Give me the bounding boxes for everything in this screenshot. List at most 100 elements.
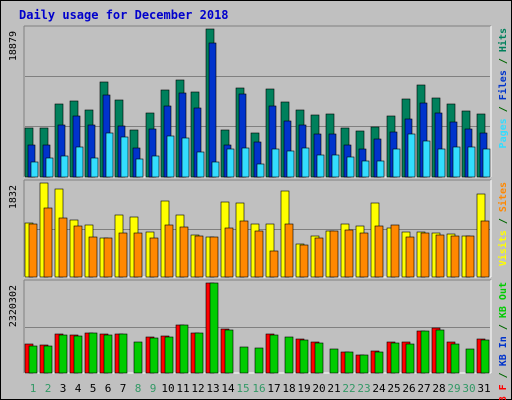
kbin-kbout-bar-kb-out-17 (269, 334, 279, 374)
hits-files-pages-legend-label: Pages / Files / Hits (497, 28, 509, 148)
hits-files-pages-bar-pages-25 (392, 148, 401, 178)
day-label-11: 11 (176, 382, 189, 395)
visits-sites-bar-sites-13 (209, 236, 219, 278)
kbin-kbout-bar-kb-out-28 (435, 329, 445, 374)
kbin-kbout-bar-kb-out-8 (133, 341, 143, 374)
visits-sites-bar-sites-6 (103, 237, 113, 278)
visits-sites-bar-sites-10 (164, 224, 174, 278)
kbin-kbout-bar-kb-out-12 (194, 332, 204, 374)
kbin-kbout-bar-kb-out-29 (450, 343, 460, 374)
day-label-25: 25 (387, 382, 400, 395)
day-label-9: 9 (150, 382, 157, 395)
hits-files-pages-legend-part-1: / (498, 100, 509, 118)
visits-sites-bar-sites-28 (435, 234, 445, 278)
visits-sites-bar-sites-15 (239, 220, 249, 278)
visits-sites-legend-part-1: / (498, 212, 509, 230)
visits-sites-bar-sites-31 (480, 220, 490, 278)
kbin-kbout-bar-kb-out-31 (480, 339, 490, 374)
visits-sites-bar-sites-22 (344, 229, 354, 278)
day-label-4: 4 (75, 382, 82, 395)
day-label-26: 26 (402, 382, 415, 395)
visits-sites-legend-part-0: Visits (497, 230, 509, 266)
day-label-13: 13 (206, 382, 219, 395)
hits-files-pages-bar-pages-15 (241, 147, 250, 178)
hits-files-pages-bar-pages-24 (376, 160, 385, 178)
hits-files-pages-bar-pages-14 (226, 148, 235, 178)
hits-files-pages-bar-pages-21 (331, 154, 340, 178)
kbin-kbout-bar-kb-out-21 (329, 348, 339, 374)
visits-sites-bar-sites-18 (284, 223, 294, 278)
visits-sites-legend-label: Visits / Sites (497, 182, 509, 266)
day-label-2: 2 (45, 382, 52, 395)
kbin-kbout-bar-kb-out-2 (43, 345, 53, 374)
day-label-22: 22 (342, 382, 355, 395)
hits-files-pages-bar-pages-19 (301, 147, 310, 178)
day-label-17: 17 (267, 382, 280, 395)
kbin-kbout-bar-kb-out-24 (374, 351, 384, 374)
hits-files-pages-legend-part-3: / (498, 52, 509, 70)
day-label-16: 16 (252, 382, 265, 395)
kbin-kbout-bar-kb-out-11 (179, 324, 189, 374)
visits-sites-max-label: 1832 (8, 185, 19, 209)
kbin-kbout-legend-part-0: KB F (498, 384, 509, 400)
hits-files-pages-legend-part-2: Files (497, 70, 509, 100)
kbin-kbout-legend-part-2: KB In (498, 336, 509, 366)
hits-files-pages-bar-pages-30 (467, 146, 476, 178)
kbin-kbout-bar-kb-out-25 (390, 342, 400, 374)
kbin-kbout-legend-part-4: KB Out (498, 282, 509, 318)
hits-files-pages-max-label: 18879 (8, 31, 19, 61)
day-label-21: 21 (327, 382, 340, 395)
visits-sites-bar-sites-25 (390, 224, 400, 278)
kbin-kbout-bar-kb-out-14 (224, 329, 234, 374)
day-label-10: 10 (161, 382, 174, 395)
visits-sites-bar-sites-12 (194, 235, 204, 278)
visits-sites-bar-sites-30 (465, 235, 475, 278)
kbin-kbout-legend-part-3: / (498, 318, 509, 336)
day-label-1: 1 (30, 382, 37, 395)
visits-sites-bar-sites-20 (314, 237, 324, 278)
visits-sites-bar-sites-24 (374, 225, 384, 278)
day-label-8: 8 (135, 382, 142, 395)
kbin-kbout-bar-kb-out-10 (164, 336, 174, 374)
visits-sites-bar-sites-8 (133, 232, 143, 278)
hits-files-pages-bar-pages-8 (135, 158, 144, 178)
hits-files-pages-bar-pages-29 (452, 146, 461, 178)
kbin-kbout-bar-kb-out-22 (344, 351, 354, 374)
visits-sites-bar-sites-19 (299, 244, 309, 278)
hits-files-pages-bar-pages-27 (422, 140, 431, 178)
visits-sites-bar-sites-11 (179, 226, 189, 278)
day-label-24: 24 (372, 382, 386, 395)
hits-files-pages-bar-pages-17 (271, 148, 280, 178)
visits-sites-bar-sites-26 (405, 236, 415, 278)
kbin-kbout-bar-kb-out-1 (28, 345, 38, 374)
visits-sites-bar-sites-14 (224, 227, 234, 278)
day-label-28: 28 (432, 382, 445, 395)
hits-files-pages-bar-pages-2 (45, 157, 54, 178)
day-label-19: 19 (297, 382, 310, 395)
visits-sites-legend-part-2: Sites (497, 182, 509, 212)
visits-sites-bar-sites-27 (420, 232, 430, 278)
kbin-kbout-legend-part-1: / (498, 366, 509, 384)
kbin-kbout-bar-kb-out-16 (254, 347, 264, 374)
hits-files-pages-bar-pages-20 (316, 154, 325, 178)
kbin-kbout-bar-kb-out-23 (359, 354, 369, 374)
hits-files-pages-bar-pages-4 (75, 146, 84, 178)
hits-files-pages-bar-pages-12 (196, 151, 205, 178)
kbin-kbout-bar-kb-out-30 (465, 348, 475, 374)
visits-sites-bar-sites-23 (359, 232, 369, 278)
hits-files-pages-bar-pages-13 (211, 161, 220, 178)
chart-title: Daily usage for December 2018 (19, 8, 229, 22)
kbin-kbout-bar-kb-out-7 (118, 333, 128, 374)
kbin-kbout-bar-kb-out-4 (73, 335, 83, 374)
visits-sites-bar-sites-29 (450, 235, 460, 278)
visits-sites-bar-sites-3 (58, 217, 68, 278)
kbin-kbout-bar-kb-out-3 (58, 334, 68, 374)
hits-files-pages-bar-pages-6 (105, 132, 114, 178)
kbin-kbout-bar-kb-out-18 (284, 336, 294, 374)
kbin-kbout-bar-kb-out-13 (209, 282, 219, 374)
hits-files-pages-bar-files-13 (208, 42, 217, 178)
day-label-12: 12 (191, 382, 204, 395)
kbin-kbout-max-label: 2320302 (8, 285, 19, 327)
visits-sites-bar-sites-5 (88, 236, 98, 278)
